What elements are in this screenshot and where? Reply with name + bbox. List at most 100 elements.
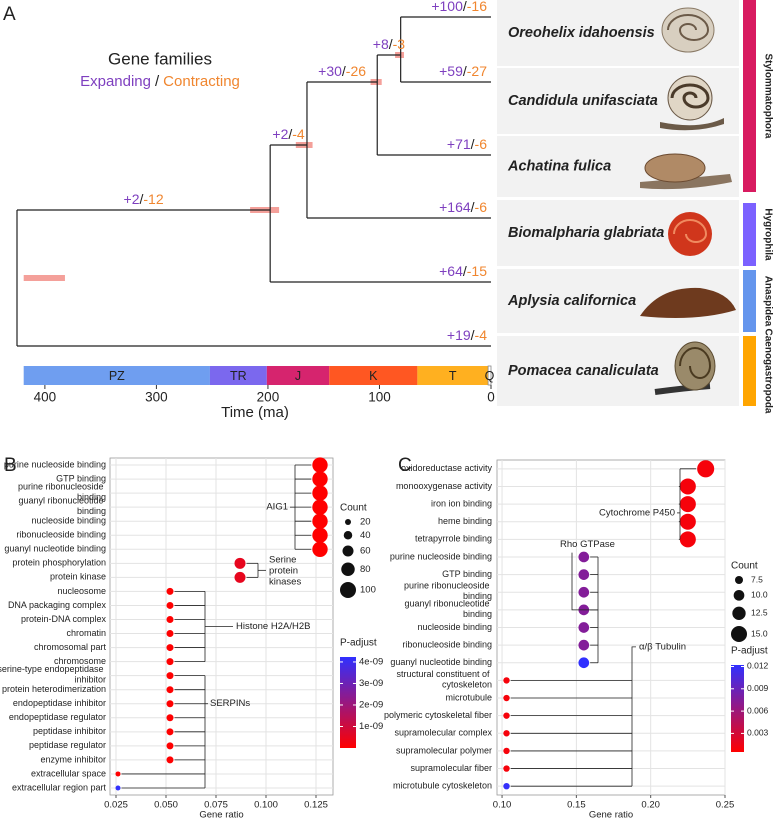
size-legend-dot (341, 562, 355, 576)
clade-label: Stylommatophora (762, 53, 773, 138)
y-tick-label: polymeric cytoskeletal fiber (384, 710, 492, 720)
species-name: Oreohelix idahoensis (508, 25, 655, 41)
color-legend-label: 2e-09 (359, 699, 383, 710)
separator: / (342, 63, 346, 79)
separator: / (471, 199, 475, 215)
annotation-label: Rho GTPase (560, 539, 615, 550)
y-tick-label: endopeptidase inhibitor (13, 698, 106, 708)
tree-legend-title: Gene families (108, 49, 212, 68)
size-legend-label: 20 (360, 517, 371, 528)
y-tick-label: guanyl nucleotide binding (390, 657, 492, 667)
dot (234, 557, 246, 569)
y-tick-label: guanyl ribonucleotide binding (18, 496, 106, 516)
y-tick-label: chromosome (54, 656, 106, 666)
y-tick-label: serine-type endopeptidase inhibitor (0, 665, 106, 686)
contracting-count: -15 (467, 263, 487, 279)
y-tick-label: purine ribonucleoside binding (404, 581, 492, 602)
expanding-count: +2 (124, 191, 140, 207)
color-bar (731, 665, 744, 752)
size-legend-label: 80 (360, 564, 371, 575)
snail-icon (640, 153, 732, 190)
separator: / (471, 327, 475, 343)
dot (166, 615, 174, 623)
era-band (266, 366, 330, 385)
annotation-label: α/β Tubulin (639, 641, 686, 652)
size-legend-dot (340, 582, 356, 598)
legend-expanding: Expanding (80, 73, 151, 90)
color-bar (340, 657, 356, 748)
expanding-count: +59 (439, 63, 463, 79)
species-panels (497, 0, 739, 406)
dot (578, 586, 590, 598)
color-legend-label: 0.006 (747, 705, 769, 715)
gene-family-change: +2/-4 (272, 126, 305, 142)
y-tick-label: extracellular region part (12, 782, 107, 792)
panel-label: B (4, 455, 17, 476)
dot (166, 644, 174, 652)
gene-family-change: +59/-27 (439, 63, 487, 79)
era-label: PZ (109, 369, 125, 383)
dot (166, 756, 174, 764)
dot (503, 730, 510, 737)
panel-label: C (398, 455, 412, 476)
dot (166, 686, 174, 694)
y-tick-label: structural constituent of cytoskeleton (396, 669, 492, 690)
annotation-label: Serine protein kinases (269, 554, 301, 587)
contracting-count: -26 (346, 63, 366, 79)
x-tick-label: 0 (487, 390, 495, 405)
era-band (329, 366, 418, 385)
size-legend-title: Count (731, 561, 758, 572)
y-tick-label: GTP binding (56, 473, 106, 483)
separator: / (288, 126, 292, 142)
era-label: T (449, 369, 457, 383)
size-legend-dot (732, 606, 746, 620)
dot (679, 513, 696, 530)
y-tick-label: protein phosphorylation (12, 558, 106, 568)
separator: / (389, 36, 393, 52)
clade-label: Anaspidea (762, 276, 773, 327)
dot (312, 485, 328, 501)
dot (234, 571, 246, 583)
dot (578, 622, 590, 633)
legend-contracting: Contracting (163, 73, 240, 90)
color-legend-label: 3e-09 (359, 678, 383, 689)
tree-legend: Expanding / Contracting (80, 73, 240, 90)
expanding-count: +8 (373, 36, 389, 52)
y-tick-label: purine ribonucleoside binding (18, 482, 106, 503)
size-legend-dot (342, 545, 354, 557)
x-tick-label: 0.075 (204, 800, 228, 811)
contracting-count: -6 (475, 136, 488, 152)
dot (166, 587, 174, 595)
era-label: J (295, 369, 301, 383)
x-tick-label: 0.20 (641, 800, 660, 811)
color-legend-label: 0.009 (747, 683, 769, 693)
y-tick-label: purine nucleoside binding (4, 459, 106, 469)
y-tick-label: heme binding (438, 516, 492, 526)
contracting-count: -4 (475, 327, 488, 343)
y-tick-label: extracellular space (31, 768, 106, 778)
x-tick-label: 0.10 (493, 800, 512, 811)
expanding-count: +2 (272, 126, 288, 142)
species-name: Biomalpharia glabriata (508, 225, 664, 241)
clade-bar (743, 336, 756, 406)
y-tick-label: endopeptidase regulator (9, 712, 106, 722)
size-legend-dot (733, 590, 745, 601)
y-tick-label: purine nucleoside binding (390, 551, 492, 561)
legend-separator: / (155, 73, 160, 90)
expanding-count: +164 (439, 199, 471, 215)
y-tick-label: ribonucleoside binding (16, 530, 106, 540)
dot (166, 630, 174, 638)
size-legend-label: 10.0 (751, 590, 768, 600)
dot (166, 742, 174, 750)
y-tick-label: nucleosome (57, 586, 106, 596)
dot (679, 496, 696, 513)
dot (166, 700, 174, 708)
dot (503, 677, 510, 684)
size-legend-label: 12.5 (751, 608, 768, 618)
y-tick-label: peptidase regulator (29, 740, 106, 750)
dot (503, 765, 510, 772)
x-axis-title: Gene ratio (199, 810, 243, 820)
contracting-count: -4 (292, 126, 305, 142)
clade-bar (743, 203, 756, 266)
